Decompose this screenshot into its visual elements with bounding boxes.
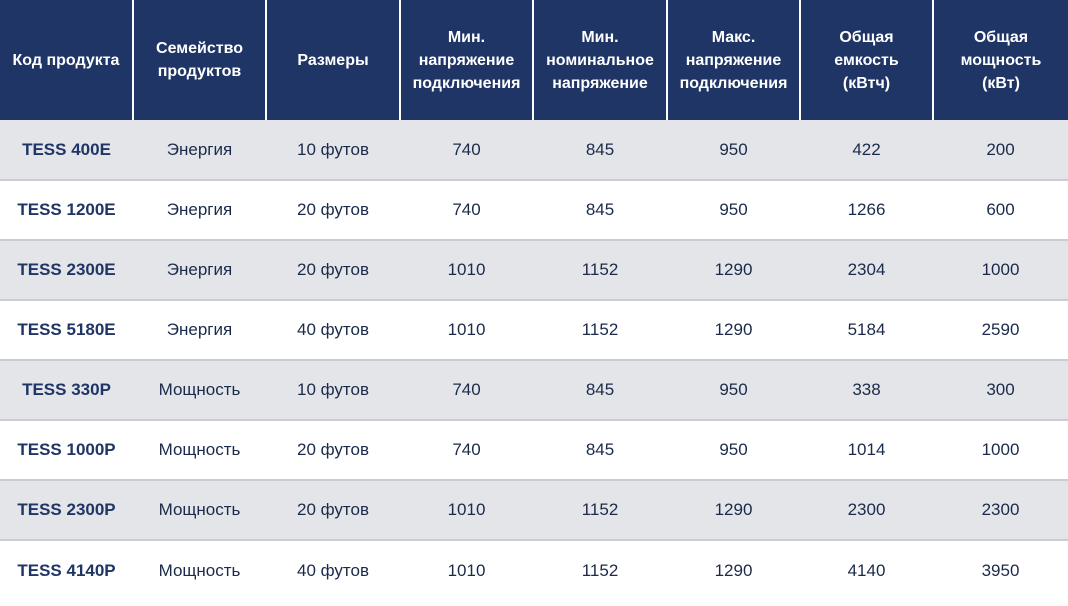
cell-min-connection-voltage: 740 [400, 120, 533, 180]
cell-max-connection-voltage: 1290 [667, 299, 800, 360]
cell-product-family: Мощность [133, 539, 266, 600]
cell-product-family: Энергия [133, 120, 266, 180]
cell-min-nominal-voltage: 1152 [533, 479, 667, 540]
cell-product-code: TESS 1000P [0, 419, 133, 480]
header-label: Код продукта [12, 51, 120, 69]
cell-product-code: TESS 400E [0, 120, 133, 180]
table-body: TESS 400E Энергия 10 футов 740 845 950 422 200 T… [0, 120, 1068, 600]
header-product-code: Код продукта [0, 0, 134, 120]
header-label: Общая емкость (кВтч) [834, 28, 899, 92]
cell-total-capacity: 1266 [800, 179, 933, 240]
cell-product-code: TESS 2300E [0, 239, 133, 300]
header-min-nominal-voltage: Мин. номинальное напряжение [533, 0, 668, 120]
cell-min-nominal-voltage: 845 [533, 419, 667, 480]
header-label: Общая мощность (кВт) [960, 28, 1042, 92]
header-label: Семейство продуктов [156, 40, 243, 80]
cell-min-nominal-voltage: 845 [533, 359, 667, 420]
cell-total-power: 1000 [933, 239, 1068, 300]
cell-dimensions: 20 футов [266, 179, 400, 240]
header-max-connection-voltage: Макс. напряжение подключения [667, 0, 801, 120]
cell-min-connection-voltage: 1010 [400, 479, 533, 540]
cell-product-code: TESS 2300P [0, 479, 133, 540]
table-row: TESS 1200E Энергия 20 футов 740 845 950 1266 60… [0, 179, 1068, 240]
table-row: TESS 5180E Энергия 40 футов 1010 1152 1290 518… [0, 299, 1068, 360]
cell-max-connection-voltage: 950 [667, 359, 800, 420]
cell-total-capacity: 4140 [800, 539, 933, 600]
header-min-connection-voltage: Мин. напряжение подключения [400, 0, 534, 120]
cell-min-connection-voltage: 740 [400, 179, 533, 240]
cell-min-connection-voltage: 1010 [400, 299, 533, 360]
table-header: Код продукта Семейство продуктов Размеры… [0, 0, 1068, 120]
cell-min-nominal-voltage: 1152 [533, 239, 667, 300]
cell-min-connection-voltage: 740 [400, 359, 533, 420]
cell-total-power: 200 [933, 120, 1068, 180]
cell-total-power: 2300 [933, 479, 1068, 540]
cell-product-family: Энергия [133, 179, 266, 240]
cell-min-nominal-voltage: 1152 [533, 539, 667, 600]
cell-max-connection-voltage: 950 [667, 179, 800, 240]
header-dimensions: Размеры [266, 0, 401, 120]
table-row: TESS 1000P Мощность 20 футов 740 845 950 1014 1… [0, 419, 1068, 480]
cell-total-power: 3950 [933, 539, 1068, 600]
cell-dimensions: 20 футов [266, 479, 400, 540]
table-row: TESS 330P Мощность 10 футов 740 845 950 338 300 [0, 359, 1068, 420]
cell-product-code: TESS 5180E [0, 299, 133, 360]
cell-dimensions: 40 футов [266, 539, 400, 600]
cell-total-capacity: 338 [800, 359, 933, 420]
cell-product-family: Мощность [133, 359, 266, 420]
cell-product-family: Энергия [133, 299, 266, 360]
cell-total-power: 1000 [933, 419, 1068, 480]
cell-total-power: 2590 [933, 299, 1068, 360]
header-total-capacity: Общая емкость (кВтч) [800, 0, 934, 120]
header-row: Код продукта Семейство продуктов Размеры… [0, 0, 1068, 120]
cell-dimensions: 20 футов [266, 419, 400, 480]
cell-max-connection-voltage: 950 [667, 120, 800, 180]
cell-dimensions: 10 футов [266, 359, 400, 420]
cell-min-connection-voltage: 1010 [400, 539, 533, 600]
cell-max-connection-voltage: 1290 [667, 539, 800, 600]
cell-min-nominal-voltage: 845 [533, 120, 667, 180]
cell-product-family: Энергия [133, 239, 266, 300]
header-label: Мин. напряжение подключения [412, 28, 521, 92]
cell-product-family: Мощность [133, 479, 266, 540]
cell-product-code: TESS 330P [0, 359, 133, 420]
cell-total-power: 600 [933, 179, 1068, 240]
header-label: Размеры [297, 51, 369, 69]
cell-total-capacity: 5184 [800, 299, 933, 360]
cell-product-code: TESS 1200E [0, 179, 133, 240]
cell-max-connection-voltage: 1290 [667, 479, 800, 540]
cell-max-connection-voltage: 1290 [667, 239, 800, 300]
cell-dimensions: 10 футов [266, 120, 400, 180]
cell-product-family: Мощность [133, 419, 266, 480]
cell-total-capacity: 2304 [800, 239, 933, 300]
cell-max-connection-voltage: 950 [667, 419, 800, 480]
table-row: TESS 2300P Мощность 20 футов 1010 1152 1290 23… [0, 479, 1068, 540]
cell-min-nominal-voltage: 1152 [533, 299, 667, 360]
cell-total-capacity: 1014 [800, 419, 933, 480]
header-product-family: Семейство продуктов [133, 0, 267, 120]
cell-min-nominal-voltage: 845 [533, 179, 667, 240]
cell-total-capacity: 422 [800, 120, 933, 180]
cell-product-code: TESS 4140P [0, 539, 133, 600]
cell-total-power: 300 [933, 359, 1068, 420]
table-row: TESS 400E Энергия 10 футов 740 845 950 422 200 [0, 120, 1068, 180]
header-total-power: Общая мощность (кВт) [933, 0, 1068, 120]
cell-min-connection-voltage: 740 [400, 419, 533, 480]
table-row: TESS 4140P Мощность 40 футов 1010 1152 1290 41… [0, 539, 1068, 600]
header-label: Мин. номинальное напряжение [546, 28, 654, 92]
header-label: Макс. напряжение подключения [679, 28, 788, 92]
table-row: TESS 2300E Энергия 20 футов 1010 1152 1290 230… [0, 239, 1068, 300]
cell-min-connection-voltage: 1010 [400, 239, 533, 300]
cell-dimensions: 20 футов [266, 239, 400, 300]
cell-total-capacity: 2300 [800, 479, 933, 540]
cell-dimensions: 40 футов [266, 299, 400, 360]
